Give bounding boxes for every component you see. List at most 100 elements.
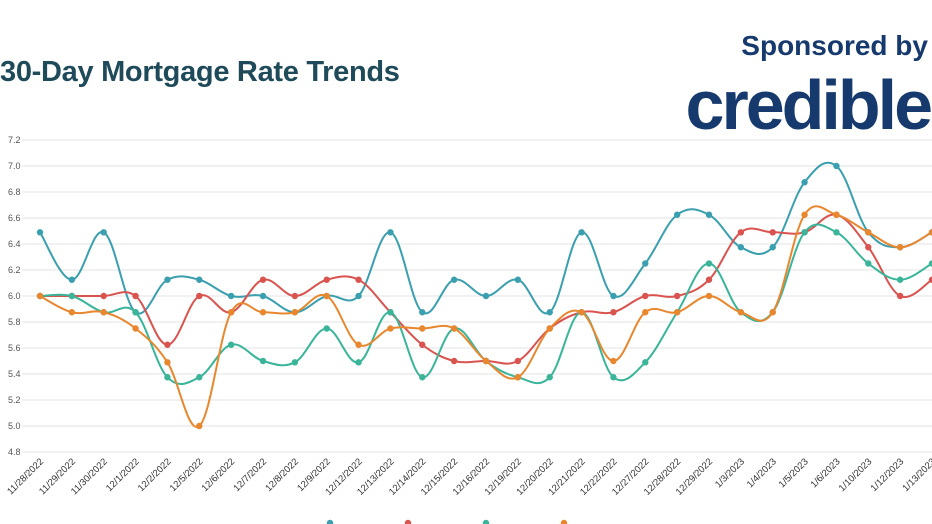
data-point <box>259 357 267 365</box>
series-line <box>40 213 932 365</box>
data-point <box>673 211 681 218</box>
data-point <box>578 309 585 316</box>
y-tick-label: 5.6 <box>8 343 21 353</box>
data-point <box>450 325 458 332</box>
x-tick-label: 1/4/2023 <box>745 456 779 490</box>
data-point <box>705 260 713 267</box>
data-point <box>419 341 426 348</box>
data-point <box>801 179 808 186</box>
data-point <box>833 211 840 218</box>
data-point <box>673 292 681 300</box>
y-tick-label: 6.6 <box>8 213 21 223</box>
data-point <box>928 276 932 283</box>
y-tick-label: 7.2 <box>8 135 21 145</box>
brand-logo: credible <box>685 66 932 144</box>
data-point <box>801 211 808 218</box>
chart-title: 30-Day Mortgage Rate Trends <box>0 56 400 88</box>
data-point <box>259 292 267 300</box>
y-tick-label: 5.8 <box>8 317 21 327</box>
y-tick-label: 4.8 <box>8 447 21 457</box>
data-point <box>68 309 76 316</box>
y-tick-label: 7.0 <box>8 161 21 171</box>
x-tick-label: 1/13/2023 <box>900 456 932 494</box>
data-point <box>642 309 649 316</box>
data-point <box>865 244 872 251</box>
y-tick-label: 6.2 <box>8 265 21 275</box>
data-point <box>833 229 840 236</box>
y-tick-label: 6.4 <box>8 239 21 249</box>
data-point <box>896 292 904 300</box>
data-point <box>36 292 44 300</box>
data-point <box>546 309 553 316</box>
data-point <box>355 341 362 348</box>
data-point <box>642 260 649 267</box>
data-point <box>865 229 872 236</box>
data-point <box>514 276 522 283</box>
data-point <box>482 357 490 365</box>
data-point <box>100 309 107 316</box>
data-point <box>705 211 713 218</box>
x-tick-label: 1/5/2023 <box>777 456 811 490</box>
data-point <box>196 422 203 430</box>
data-point <box>737 244 745 251</box>
data-point <box>387 309 394 316</box>
data-point <box>769 229 776 236</box>
x-tick-label: 1/12/2023 <box>869 456 907 494</box>
data-point <box>132 309 139 316</box>
data-point <box>227 292 235 300</box>
y-tick-label: 5.4 <box>8 369 21 379</box>
data-point <box>801 229 808 236</box>
legend-marker <box>560 519 568 524</box>
y-tick-label: 5.0 <box>8 421 21 431</box>
data-point <box>196 374 203 381</box>
data-point <box>355 276 362 283</box>
data-point <box>100 229 107 236</box>
data-point <box>896 244 904 251</box>
x-tick-label: 12/6/2022 <box>200 456 238 494</box>
data-point <box>36 229 44 236</box>
data-point <box>450 357 458 365</box>
data-point <box>928 260 932 267</box>
data-point <box>514 357 522 365</box>
data-point <box>196 276 203 283</box>
data-point <box>419 309 426 316</box>
series-line <box>39 161 932 315</box>
x-tick-label: 12/2/2022 <box>136 456 174 494</box>
data-point <box>642 359 649 366</box>
data-point <box>419 374 426 381</box>
data-point <box>705 292 713 300</box>
data-point <box>323 292 330 300</box>
data-point <box>323 276 330 283</box>
data-point <box>100 292 107 300</box>
data-point <box>705 276 713 283</box>
data-point <box>610 357 617 365</box>
y-tick-label: 5.2 <box>8 395 21 405</box>
data-point <box>514 374 522 381</box>
data-point <box>482 292 490 300</box>
legend-marker <box>326 519 334 524</box>
data-point <box>68 276 76 283</box>
legend-marker <box>482 519 490 524</box>
data-point <box>769 244 776 251</box>
data-point <box>610 292 617 300</box>
x-tick-label: 1/3/2023 <box>713 456 747 490</box>
y-tick-label: 6.8 <box>8 187 21 197</box>
data-point <box>737 229 745 236</box>
series-line <box>39 205 932 428</box>
data-point <box>896 276 904 283</box>
data-point <box>355 292 362 300</box>
data-point <box>419 325 426 332</box>
data-point <box>259 309 267 316</box>
data-point <box>227 341 235 348</box>
x-tick-label: 12/8/2022 <box>263 456 301 494</box>
data-point <box>833 162 840 170</box>
data-point <box>196 292 203 300</box>
data-point <box>546 374 553 381</box>
data-point <box>387 229 394 236</box>
data-point <box>291 292 299 300</box>
sponsor-text: Sponsored by <box>741 30 928 61</box>
data-point <box>68 292 76 300</box>
data-point <box>355 359 362 366</box>
data-point <box>132 292 139 300</box>
